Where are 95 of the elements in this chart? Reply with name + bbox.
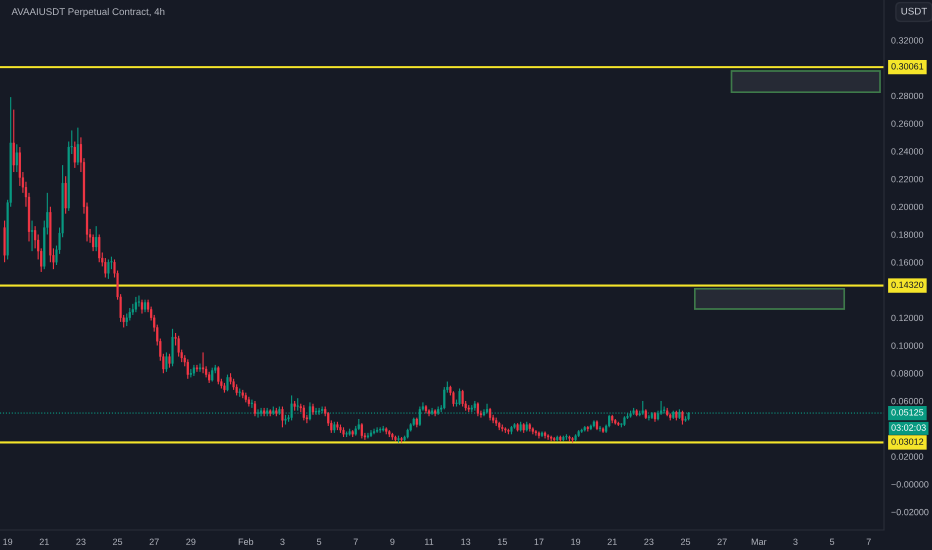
y-tick-label: 0.24000: [891, 148, 924, 155]
y-tick-label: 0.06000: [891, 398, 924, 404]
y-tick-label: 0.28000: [891, 92, 924, 100]
candlestick: [244, 392, 247, 403]
x-tick-label: 19: [3, 538, 12, 545]
x-tick-label: 25: [112, 538, 122, 545]
candlestick: [74, 140, 76, 168]
x-tick-label: 27: [718, 538, 727, 545]
candlestick: [623, 416, 626, 426]
candlestick: [95, 226, 98, 252]
x-tick-label: 27: [150, 538, 159, 545]
candlestick: [302, 404, 305, 421]
candlestick: [134, 296, 138, 313]
candlestick: [16, 144, 18, 173]
candlestick: [488, 407, 492, 421]
candlestick: [596, 420, 598, 431]
y-tick-label: −0.00000: [891, 481, 928, 488]
y-tick-label: 0.08000: [891, 370, 924, 377]
candlestick: [681, 410, 684, 426]
candlestick: [144, 299, 146, 313]
x-tick-label: 5: [830, 538, 834, 545]
candlestick: [254, 400, 256, 417]
ref-line-label: 0.05125: [891, 409, 924, 416]
x-tick-label: 7: [866, 538, 871, 545]
x-tick-label: 25: [680, 538, 690, 545]
x-tick-label: 19: [571, 538, 580, 545]
x-tick-label: 15: [498, 538, 507, 545]
candlestick: [642, 400, 644, 416]
candlestick: [461, 389, 464, 408]
candlestick: [296, 398, 299, 412]
ref-line-label: 0.14320: [891, 282, 924, 288]
candlestick: [140, 299, 144, 314]
y-tick-label: 0.20000: [891, 204, 924, 210]
x-tick-label: Mar: [752, 538, 766, 545]
candlestick: [186, 358, 189, 380]
text: AVAAIUSDT Perpetual Contract, 4h: [12, 8, 164, 18]
candlestick: [223, 382, 226, 394]
ref-line-label: 0.30061: [891, 63, 924, 70]
candlestick: [474, 400, 476, 412]
candlestick: [107, 258, 110, 280]
candlestick: [168, 353, 171, 368]
candlestick: [192, 364, 196, 377]
candlestick: [76, 127, 79, 166]
candlestick: [248, 396, 250, 408]
candlestick: [654, 412, 656, 422]
candlestick: [217, 366, 220, 385]
x-tick-label: 3: [280, 538, 285, 545]
candlestick: [342, 426, 345, 438]
ref-line-label: 0.03012: [891, 438, 924, 445]
y-tick-label: −0.02000: [891, 508, 928, 516]
x-tick-label: 9: [390, 538, 394, 545]
x-tick-label: 13: [461, 538, 470, 545]
x-tick-label: 29: [186, 538, 196, 545]
candlestick: [360, 422, 363, 439]
x-tick-label: 11: [425, 538, 434, 545]
x-tick-label: Feb: [238, 538, 254, 545]
y-axis-title: USDT: [902, 8, 928, 15]
candlestick: [98, 234, 100, 263]
y-tick-label: 0.22000: [891, 176, 924, 182]
text: 03:02:03: [891, 424, 926, 431]
candlestick: [522, 422, 525, 434]
y-tick-label: 0.16000: [891, 259, 924, 266]
x-tick-label: 21: [608, 538, 617, 545]
candlestick: [520, 421, 522, 432]
candlestick: [312, 403, 314, 416]
y-tick-label: 0.10000: [891, 342, 924, 349]
candlestick: [165, 352, 168, 372]
candlestick: [281, 406, 284, 428]
candlestick: [468, 404, 470, 413]
y-tick-label: 0.32000: [891, 37, 924, 44]
candlestick: [30, 220, 34, 252]
candlestick: [458, 388, 461, 406]
candlestick: [526, 421, 528, 432]
candlestick: [202, 352, 204, 374]
candlestick: [333, 421, 336, 434]
x-tick-label: 21: [40, 538, 49, 545]
x-tick-label: 17: [534, 538, 544, 545]
x-tick-label: 3: [793, 538, 798, 545]
x-tick-label: 5: [316, 538, 322, 545]
y-tick-label: 0.26000: [891, 120, 924, 127]
candlestick: [226, 374, 229, 392]
candlestick: [12, 109, 15, 173]
x-tick-label: 23: [644, 538, 654, 545]
y-tick-label: 0.18000: [891, 231, 924, 238]
candlestick: [675, 410, 678, 421]
candlestick: [416, 417, 418, 428]
candlestick: [476, 402, 480, 417]
y-tick-label: 0.02000: [891, 453, 924, 460]
x-tick-label: 23: [76, 538, 86, 545]
candlestick: [238, 388, 241, 398]
candlestick: [211, 367, 214, 382]
y-tick-label: 0.12000: [891, 314, 924, 322]
x-tick-label: 7: [354, 538, 358, 545]
candlestick: [644, 408, 647, 420]
candlestick: [294, 400, 296, 412]
